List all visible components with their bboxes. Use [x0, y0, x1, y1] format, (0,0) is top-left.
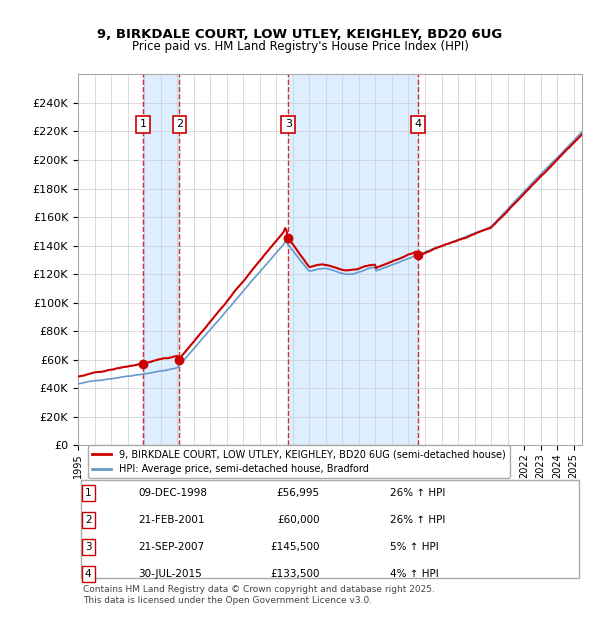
Text: 09-DEC-1998: 09-DEC-1998 [139, 488, 208, 498]
Text: 4: 4 [415, 119, 422, 130]
Text: £145,500: £145,500 [271, 542, 320, 552]
Text: 1: 1 [140, 119, 146, 130]
Text: Contains HM Land Registry data © Crown copyright and database right 2025.
This d: Contains HM Land Registry data © Crown c… [83, 585, 435, 604]
Text: 21-FEB-2001: 21-FEB-2001 [139, 515, 205, 525]
Text: 3: 3 [284, 119, 292, 130]
Text: 4: 4 [85, 569, 91, 579]
Text: 30-JUL-2015: 30-JUL-2015 [139, 569, 202, 579]
Text: 4% ↑ HPI: 4% ↑ HPI [391, 569, 439, 579]
Text: 26% ↑ HPI: 26% ↑ HPI [391, 515, 446, 525]
Text: 26% ↑ HPI: 26% ↑ HPI [391, 488, 446, 498]
Text: Price paid vs. HM Land Registry's House Price Index (HPI): Price paid vs. HM Land Registry's House … [131, 40, 469, 53]
Text: 2: 2 [85, 515, 91, 525]
Text: 5% ↑ HPI: 5% ↑ HPI [391, 542, 439, 552]
Text: 9, BIRKDALE COURT, LOW UTLEY, KEIGHLEY, BD20 6UG: 9, BIRKDALE COURT, LOW UTLEY, KEIGHLEY, … [97, 28, 503, 41]
Text: 3: 3 [85, 542, 91, 552]
Legend: 9, BIRKDALE COURT, LOW UTLEY, KEIGHLEY, BD20 6UG (semi-detached house), HPI: Ave: 9, BIRKDALE COURT, LOW UTLEY, KEIGHLEY, … [88, 445, 509, 478]
Text: £60,000: £60,000 [277, 515, 320, 525]
Text: 1: 1 [85, 488, 91, 498]
Bar [288, 74, 418, 445]
Text: 21-SEP-2007: 21-SEP-2007 [139, 542, 205, 552]
Text: 2: 2 [176, 119, 183, 130]
Text: £133,500: £133,500 [271, 569, 320, 579]
Bar [143, 74, 179, 445]
Text: £56,995: £56,995 [277, 488, 320, 498]
